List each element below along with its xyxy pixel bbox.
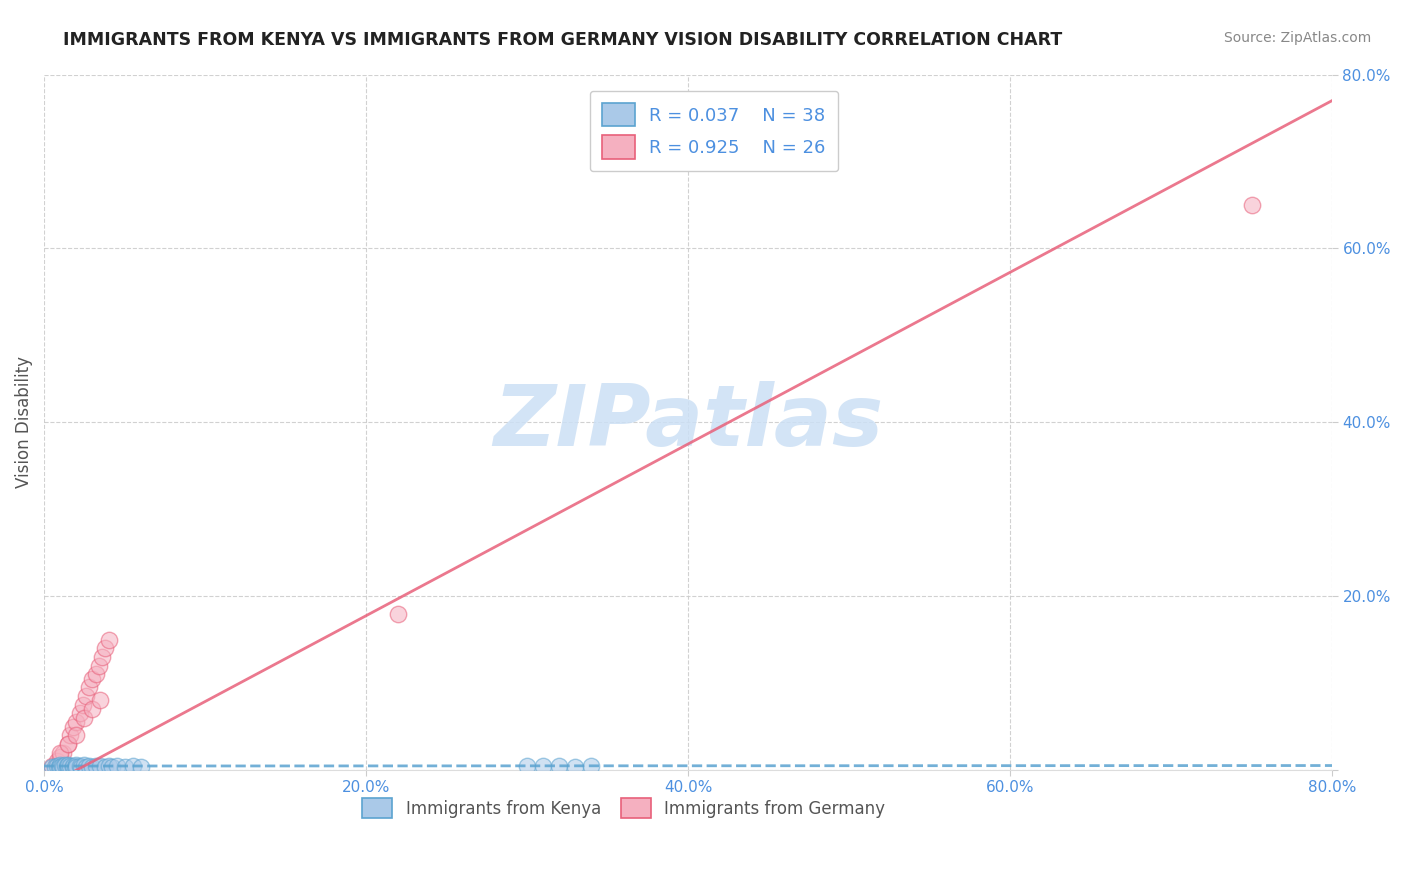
Point — [49, 746, 72, 760]
Point — [82, 759, 104, 773]
Point — [62, 719, 84, 733]
Point — [46, 754, 69, 768]
Point — [53, 757, 76, 772]
Point — [516, 758, 538, 772]
Point — [55, 758, 77, 772]
Point — [75, 689, 97, 703]
Point — [49, 760, 72, 774]
Point — [62, 758, 84, 772]
Point — [63, 759, 86, 773]
Point — [65, 715, 87, 730]
Point — [75, 759, 97, 773]
Point — [58, 757, 80, 772]
Point — [94, 759, 117, 773]
Point — [41, 759, 63, 773]
Point — [58, 737, 80, 751]
Point — [48, 759, 70, 773]
Point — [91, 650, 114, 665]
Point — [49, 750, 72, 764]
Point — [44, 760, 66, 774]
Point — [41, 758, 63, 772]
Text: IMMIGRANTS FROM KENYA VS IMMIGRANTS FROM GERMANY VISION DISABILITY CORRELATION C: IMMIGRANTS FROM KENYA VS IMMIGRANTS FROM… — [63, 31, 1063, 49]
Point — [77, 758, 100, 772]
Point — [531, 758, 554, 772]
Point — [89, 693, 111, 707]
Point — [1240, 198, 1263, 212]
Point — [73, 711, 96, 725]
Point — [82, 672, 104, 686]
Point — [105, 758, 128, 772]
Point — [65, 728, 87, 742]
Point — [65, 757, 87, 772]
Point — [52, 759, 75, 773]
Point — [69, 706, 91, 721]
Point — [564, 759, 586, 773]
Text: Source: ZipAtlas.com: Source: ZipAtlas.com — [1223, 31, 1371, 45]
Point — [84, 667, 107, 681]
Point — [52, 746, 75, 760]
Point — [97, 758, 120, 772]
Text: ZIPatlas: ZIPatlas — [494, 381, 883, 464]
Point — [65, 759, 87, 773]
Point — [89, 758, 111, 772]
Point — [87, 658, 110, 673]
Point — [129, 759, 152, 773]
Point — [82, 702, 104, 716]
Point — [100, 759, 122, 773]
Point — [70, 759, 93, 773]
Point — [69, 758, 91, 772]
Y-axis label: Vision Disability: Vision Disability — [15, 356, 32, 488]
Point — [46, 758, 69, 772]
Point — [581, 758, 603, 772]
Point — [49, 757, 72, 772]
Point — [58, 759, 80, 773]
Point — [62, 760, 84, 774]
Point — [72, 698, 94, 712]
Point — [59, 758, 82, 772]
Point — [94, 641, 117, 656]
Point — [97, 632, 120, 647]
Point — [387, 607, 409, 621]
Point — [84, 758, 107, 772]
Point — [58, 737, 80, 751]
Point — [121, 758, 143, 772]
Point — [114, 759, 136, 773]
Point — [73, 757, 96, 772]
Point — [548, 758, 571, 772]
Point — [51, 758, 73, 772]
Point — [77, 681, 100, 695]
Point — [59, 728, 82, 742]
Legend: Immigrants from Kenya, Immigrants from Germany: Immigrants from Kenya, Immigrants from G… — [356, 792, 891, 824]
